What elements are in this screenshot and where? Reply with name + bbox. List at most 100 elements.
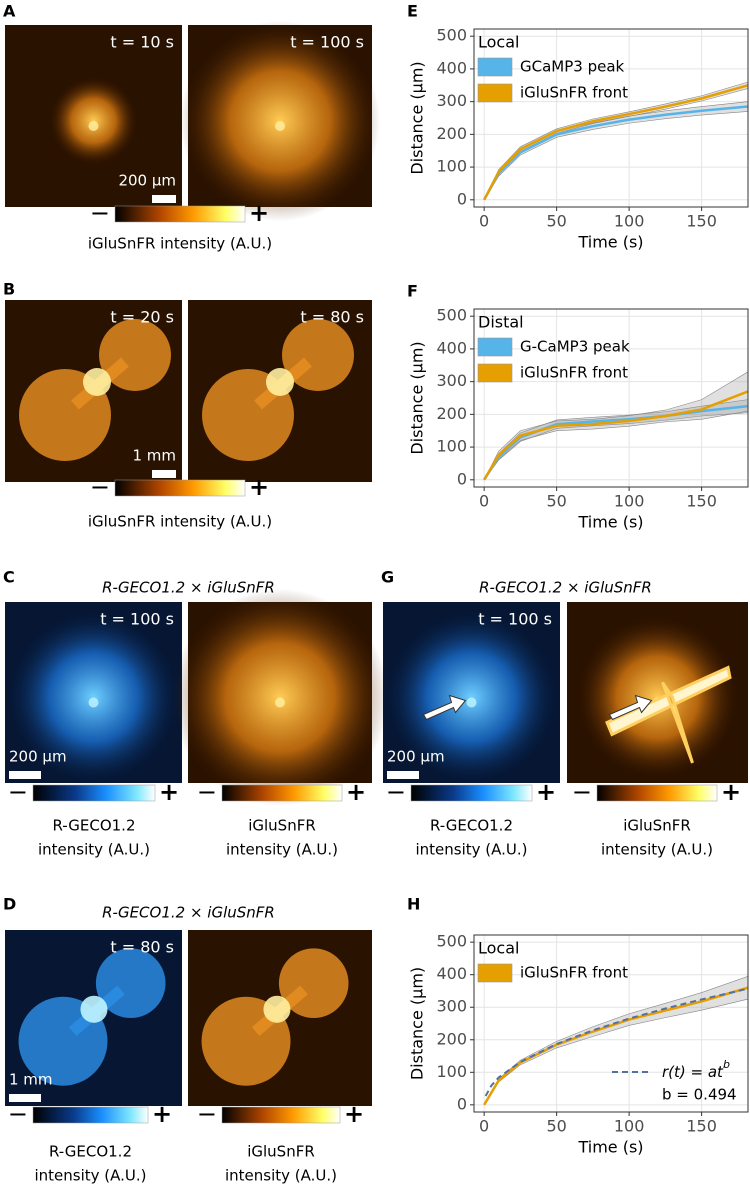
colorbar-label: iGluSnFR — [247, 1143, 315, 1161]
center — [80, 995, 108, 1023]
colorbar-min: − — [90, 473, 110, 501]
colorbar-min: − — [8, 1100, 28, 1128]
plot-border — [473, 934, 749, 1113]
colorbar-max: + — [721, 778, 741, 806]
colorbar-label: R-GECO1.2 — [49, 1143, 132, 1161]
colorbar-min: − — [8, 778, 28, 806]
legend-key — [477, 57, 513, 77]
panel-letter: H — [407, 895, 420, 914]
legend-title: Distal — [478, 313, 524, 332]
center — [83, 368, 111, 396]
legend-label: GCaMP3 peak — [520, 58, 625, 76]
panel-letter: G — [381, 568, 394, 587]
time-caption: t = 100 s — [290, 33, 364, 52]
colorbar-label: intensity (A.U.) — [415, 841, 527, 859]
micrograph — [188, 930, 372, 1106]
panel-header: R-GECO1.2 × iGluSnFR — [102, 904, 275, 922]
x-tick-label: 100 — [614, 1117, 645, 1136]
plot-border — [473, 28, 749, 208]
colorbar-max: + — [249, 199, 269, 227]
image-core — [88, 697, 99, 708]
x-tick-label: 150 — [686, 492, 717, 511]
image-core — [275, 121, 285, 131]
arrow — [422, 694, 467, 721]
series-line — [483, 390, 749, 481]
time-caption: t = 100 s — [478, 610, 552, 629]
y-axis-title: Distance (µm) — [408, 967, 427, 1080]
colorbar-min: − — [197, 778, 217, 806]
colorbar-min: − — [90, 199, 110, 227]
colorbar-label: iGluSnFR intensity (A.U.) — [88, 513, 272, 531]
micrograph — [5, 930, 182, 1106]
y-tick-label: 100 — [436, 437, 467, 456]
arrow — [608, 694, 653, 721]
scale-label: 200 µm — [118, 172, 176, 190]
micrograph — [5, 25, 182, 207]
colorbar-label: iGluSnFR — [623, 817, 691, 835]
x-tick-label: 50 — [546, 1117, 566, 1136]
y-tick-label: 200 — [436, 404, 467, 423]
y-tick-label: 400 — [436, 338, 467, 357]
colorbar — [114, 479, 246, 497]
colorbar-label: intensity (A.U.) — [34, 1167, 146, 1185]
y-tick-label: 400 — [436, 58, 467, 77]
fit-parameter: b = 0.494 — [662, 1086, 737, 1104]
fit-formula: r(t) = at — [662, 1063, 724, 1081]
y-tick-label: 200 — [436, 1029, 467, 1048]
legend-label: G-CaMP3 peak — [520, 338, 630, 356]
colorbar-label: intensity (A.U.) — [38, 841, 150, 859]
center — [263, 995, 291, 1023]
x-tick-label: 100 — [614, 212, 645, 231]
panel-letter: F — [407, 282, 418, 301]
y-tick-label: 400 — [436, 964, 467, 983]
scale-label: 1 mm — [132, 447, 176, 465]
legend-key — [477, 363, 513, 383]
panel-header: R-GECO1.2 × iGluSnFR — [102, 579, 275, 597]
scale-label: 200 µm — [9, 748, 67, 766]
legend-label: iGluSnFR front — [520, 964, 628, 982]
x-tick-label: 0 — [479, 492, 489, 511]
y-tick-label: 500 — [436, 26, 467, 45]
colorbar-min: − — [386, 778, 406, 806]
legend-key — [477, 337, 513, 357]
panel-letter: E — [407, 2, 418, 21]
time-caption: t = 100 s — [100, 610, 174, 629]
x-axis-title: Time (s) — [577, 233, 643, 252]
y-tick-label: 500 — [436, 306, 467, 325]
time-caption: t = 80 s — [300, 308, 364, 327]
y-tick-label: 300 — [436, 371, 467, 390]
y-tick-label: 300 — [436, 997, 467, 1016]
colorbar-label: intensity (A.U.) — [225, 1167, 337, 1185]
micrograph — [171, 588, 389, 807]
panel-letter: A — [3, 2, 16, 21]
micrograph — [188, 300, 372, 482]
x-tick-label: 50 — [546, 492, 566, 511]
micrograph — [5, 300, 182, 482]
center — [266, 368, 294, 396]
colorbar — [596, 784, 718, 802]
image-core — [466, 697, 477, 708]
legend-label: iGluSnFR front — [520, 364, 628, 382]
colorbar — [114, 205, 246, 223]
scale-label: 200 µm — [387, 748, 445, 766]
scale-label: 1 mm — [9, 1071, 53, 1089]
x-axis-title: Time (s) — [577, 1138, 643, 1157]
x-axis-title: Time (s) — [577, 513, 643, 532]
micrograph — [567, 602, 748, 783]
y-axis-title: Distance (µm) — [408, 61, 427, 174]
scale-bar — [9, 1094, 41, 1102]
y-tick-label: 100 — [436, 1062, 467, 1081]
colorbar-label: intensity (A.U.) — [601, 841, 713, 859]
panel-letter: B — [3, 280, 15, 299]
series-line — [483, 986, 749, 1106]
legend-key — [477, 963, 513, 983]
wound — [605, 665, 732, 764]
legend-title: Local — [478, 939, 519, 958]
legend-title: Local — [478, 33, 519, 52]
colorbar — [410, 784, 533, 802]
plot-border — [473, 308, 749, 488]
y-tick-label: 0 — [457, 469, 467, 488]
y-tick-label: 0 — [457, 1094, 467, 1113]
y-axis-title: Distance (µm) — [408, 341, 427, 454]
colorbar — [32, 784, 156, 802]
